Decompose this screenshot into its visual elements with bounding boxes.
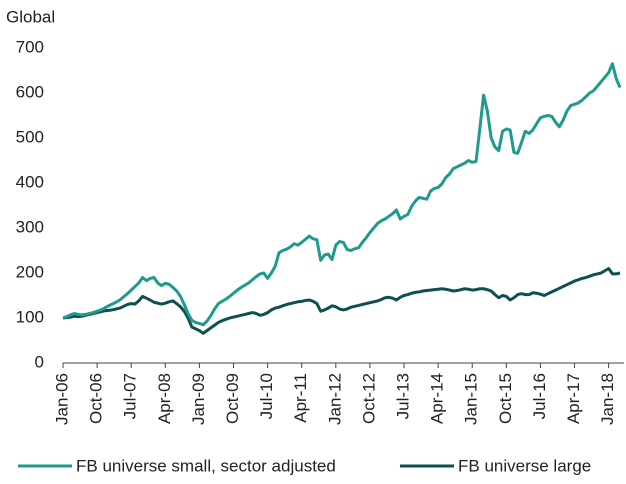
x-tick-label: Jul-16 — [530, 373, 549, 419]
x-tick-label: Oct-06 — [87, 373, 106, 424]
x-tick-label: Jan-18 — [598, 373, 617, 425]
series-line — [62, 62, 622, 327]
y-tick-label: 700 — [16, 37, 44, 56]
y-tick-label: 500 — [16, 127, 44, 146]
x-tick-label: Jan-06 — [52, 373, 71, 425]
x-tick-label: Apr-08 — [155, 373, 174, 424]
x-tick-label: Oct-15 — [496, 373, 515, 424]
y-tick-label: 300 — [16, 217, 44, 236]
x-tick-label: Jan-12 — [325, 373, 344, 425]
x-tick-label: Oct-09 — [223, 373, 242, 424]
x-tick-label: Apr-17 — [564, 373, 583, 424]
x-tick-label: Apr-14 — [428, 373, 447, 424]
x-tick-label: Jan-09 — [189, 373, 208, 425]
y-tick-label: 400 — [16, 172, 44, 191]
y-axis-label: Global — [6, 7, 55, 26]
x-tick-label: Oct-12 — [359, 373, 378, 424]
y-tick-label: 0 — [35, 352, 44, 371]
x-tick-label: Jul-13 — [394, 373, 413, 419]
y-tick-label: 200 — [16, 262, 44, 281]
y-tick-label: 600 — [16, 82, 44, 101]
series-line — [62, 267, 621, 335]
x-tick-label: Apr-11 — [291, 373, 310, 423]
legend-label: FB universe large — [458, 456, 591, 475]
legend-label: FB universe small, sector adjusted — [76, 456, 336, 475]
x-tick-label: Jul-07 — [121, 373, 140, 419]
x-tick-label: Jul-10 — [257, 373, 276, 419]
x-tick-label: Jan-15 — [462, 373, 481, 425]
y-tick-label: 100 — [16, 307, 44, 326]
